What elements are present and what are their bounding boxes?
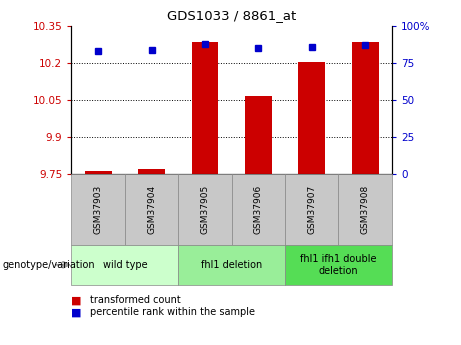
Text: GSM37907: GSM37907 [307,185,316,234]
Bar [192,42,219,174]
Title: GDS1033 / 8861_at: GDS1033 / 8861_at [167,9,296,22]
Text: GSM37904: GSM37904 [147,185,156,234]
Text: percentile rank within the sample: percentile rank within the sample [90,307,255,317]
Text: fhl1 deletion: fhl1 deletion [201,260,262,270]
Text: ■: ■ [71,307,82,317]
Bar [245,96,272,174]
Text: fhl1 ifh1 double
deletion: fhl1 ifh1 double deletion [300,254,377,276]
Text: GSM37905: GSM37905 [201,185,209,234]
Bar [352,42,378,174]
Text: GSM37906: GSM37906 [254,185,263,234]
Text: ■: ■ [71,295,82,305]
Text: wild type: wild type [102,260,147,270]
Bar [85,171,112,174]
Text: GSM37908: GSM37908 [361,185,370,234]
Text: transformed count: transformed count [90,295,181,305]
Text: GSM37903: GSM37903 [94,185,103,234]
Text: genotype/variation: genotype/variation [2,260,95,270]
Bar [138,169,165,174]
Bar [298,62,325,174]
